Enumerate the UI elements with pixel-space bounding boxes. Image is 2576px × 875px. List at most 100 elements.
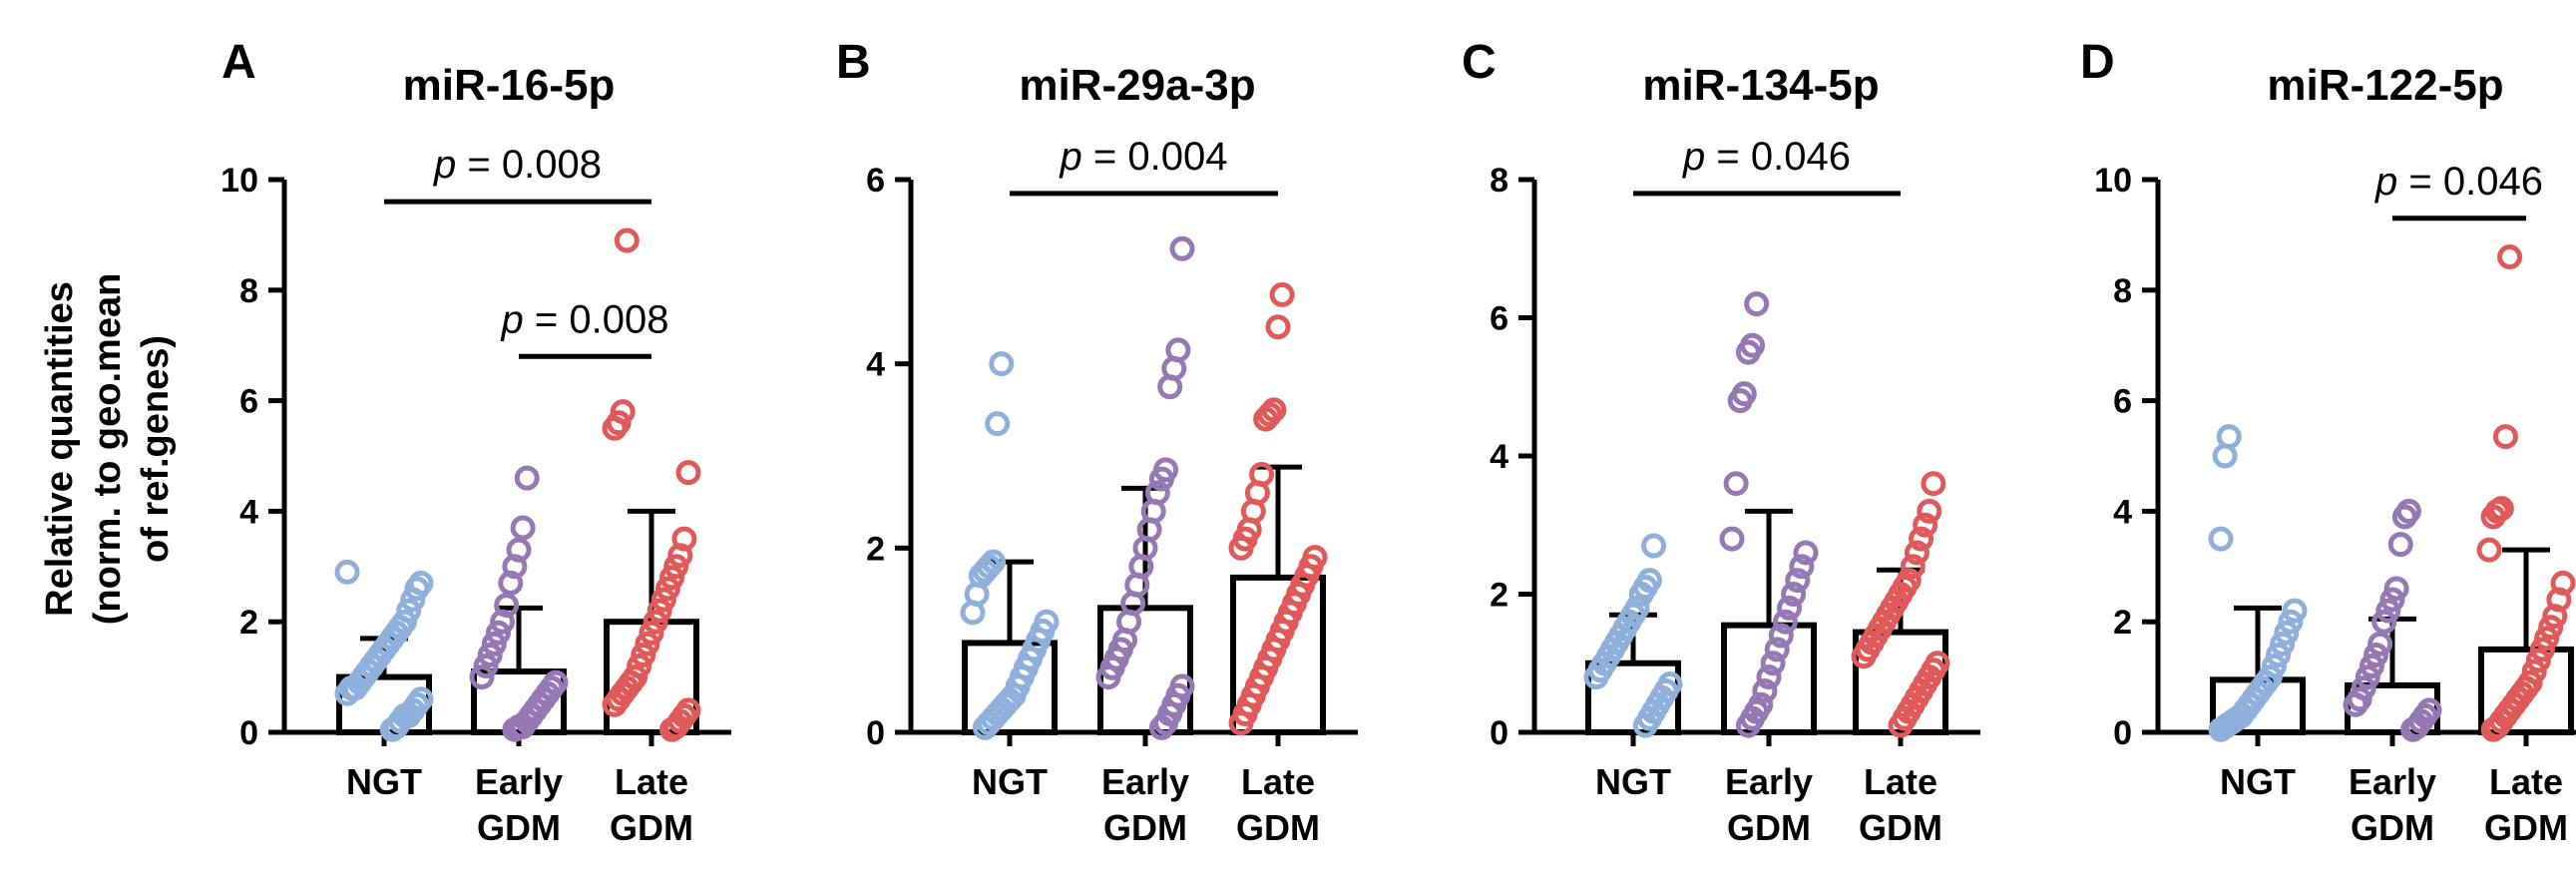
data-point xyxy=(2355,664,2380,690)
data-point xyxy=(2379,587,2405,613)
data-point xyxy=(404,576,430,602)
data-point xyxy=(972,714,998,740)
significance-label: p = 0.008 xyxy=(501,297,669,341)
data-point xyxy=(2538,615,2564,641)
data-point xyxy=(1781,582,1807,607)
data-point xyxy=(2282,598,2308,624)
data-point xyxy=(631,642,656,667)
significance-label: p = 0.046 xyxy=(1682,135,1851,179)
data-point xyxy=(1257,401,1283,427)
data-point xyxy=(2529,637,2555,662)
data-point xyxy=(1793,540,1819,566)
data-point xyxy=(1228,710,1254,736)
data-point xyxy=(1583,664,1609,690)
x-tick-label: Late xyxy=(1864,761,1937,802)
data-point xyxy=(659,565,685,591)
data-point xyxy=(675,460,701,486)
data-point xyxy=(334,680,360,706)
data-point xyxy=(2208,526,2234,552)
data-point xyxy=(1789,554,1815,580)
data-point xyxy=(602,691,628,717)
data-point xyxy=(2371,609,2397,635)
data-point xyxy=(2212,443,2238,469)
panel-label: B xyxy=(836,36,871,89)
x-tick-label: GDM xyxy=(477,807,561,848)
x-tick-label: NGT xyxy=(346,761,422,802)
data-point xyxy=(477,642,503,667)
data-point xyxy=(1265,314,1291,340)
chart-title: miR-122-5p xyxy=(2267,61,2503,110)
data-point xyxy=(502,716,528,742)
data-point xyxy=(663,554,689,580)
data-point xyxy=(667,543,693,569)
x-tick-label: GDM xyxy=(1103,807,1187,848)
data-point xyxy=(2476,537,2502,563)
y-tick-label: 2 xyxy=(239,604,258,642)
data-point xyxy=(972,558,998,584)
y-axis-label-line: Relative quantities xyxy=(39,281,81,617)
data-point xyxy=(1632,712,1658,738)
data-point xyxy=(1888,712,1914,738)
y-tick-label: 10 xyxy=(220,162,258,200)
data-point xyxy=(2387,532,2413,558)
data-point xyxy=(1269,281,1295,307)
y-tick-label: 2 xyxy=(2113,604,2132,642)
panel-label: D xyxy=(2080,36,2115,89)
data-point xyxy=(650,587,676,613)
chart-title: miR-16-5p xyxy=(403,61,616,110)
x-tick-label: GDM xyxy=(1236,807,1320,848)
data-point xyxy=(602,415,628,441)
data-point xyxy=(654,576,680,602)
data-point xyxy=(2480,504,2506,530)
data-point xyxy=(2270,631,2296,656)
data-point xyxy=(2359,654,2384,679)
x-tick-label: NGT xyxy=(1595,761,1671,802)
panel-label: A xyxy=(221,36,256,89)
data-point xyxy=(1904,540,1930,566)
x-tick-label: GDM xyxy=(2351,807,2434,848)
data-point xyxy=(2542,604,2568,630)
data-point xyxy=(1169,235,1195,261)
y-tick-label: 0 xyxy=(2113,714,2132,752)
x-tick-label: NGT xyxy=(972,761,1048,802)
y-axis-label: Relative quantities (norm. to geo.mean of … xyxy=(39,273,177,626)
significance-label: p = 0.004 xyxy=(1060,135,1228,179)
y-tick-label: 0 xyxy=(239,714,258,752)
data-point xyxy=(1772,609,1798,635)
x-tick-label: Late xyxy=(615,761,688,802)
y-tick-label: 8 xyxy=(239,272,258,310)
y-tick-label: 10 xyxy=(2094,162,2132,200)
x-tick-label: GDM xyxy=(1859,807,1942,848)
y-axis-label-line: of ref.genes) xyxy=(135,335,177,563)
data-point xyxy=(1148,714,1174,740)
data-point xyxy=(659,716,685,742)
x-tick-label: GDM xyxy=(610,807,693,848)
chart-title: miR-134-5p xyxy=(1642,61,1879,110)
data-point xyxy=(976,710,1002,736)
panel-label: C xyxy=(1462,36,1497,89)
data-point xyxy=(1756,664,1782,690)
data-point xyxy=(1900,554,1926,580)
data-point xyxy=(514,465,540,491)
data-point xyxy=(2278,609,2304,635)
data-point xyxy=(1723,471,1749,497)
y-tick-label: 6 xyxy=(2113,383,2132,421)
data-point xyxy=(2391,504,2417,530)
x-tick-label: Early xyxy=(2349,761,2436,802)
data-point xyxy=(1785,568,1811,594)
x-tick-label: GDM xyxy=(1727,807,1811,848)
data-point xyxy=(2480,716,2506,742)
data-point xyxy=(1735,339,1761,365)
data-point xyxy=(2497,244,2523,270)
data-point xyxy=(2367,631,2393,656)
data-point xyxy=(379,716,405,742)
data-point xyxy=(498,570,524,596)
y-tick-label: 8 xyxy=(2113,272,2132,310)
data-point xyxy=(2216,424,2242,450)
y-axis-label-line: (norm. to geo.mean xyxy=(87,273,129,626)
y-tick-label: 4 xyxy=(866,346,885,384)
significance-label: p = 0.046 xyxy=(2374,160,2543,204)
